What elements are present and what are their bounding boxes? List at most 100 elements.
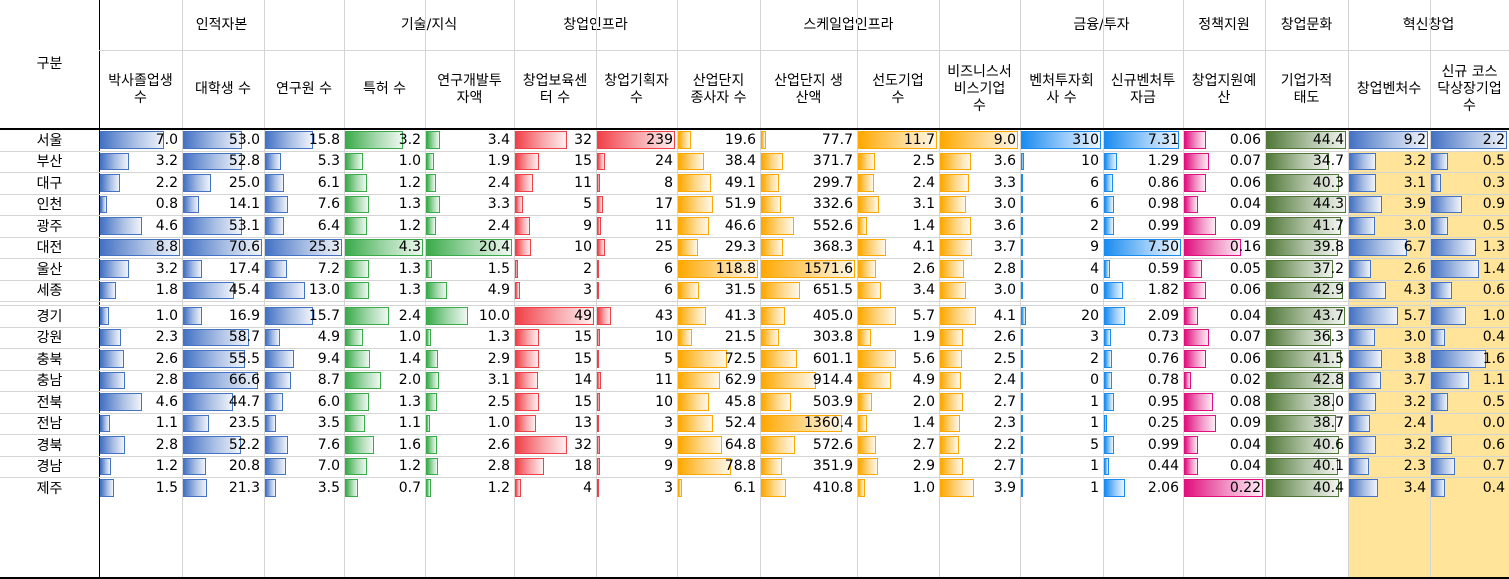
data-cell: 2.9 [425,348,514,370]
data-cell: 1 [1020,477,1103,499]
cell-value: 1.4 [912,415,935,432]
cell-value: 118.8 [715,260,756,277]
cell-value: 44.3 [1312,196,1344,213]
cell-value: 1.0 [912,479,935,496]
cell-value: 4.3 [398,239,421,256]
data-bar [183,260,203,278]
data-cell: 5 [514,194,596,216]
data-bar [426,217,437,235]
data-bar [597,393,601,411]
data-cell: 3.0 [1348,327,1430,349]
data-bar [100,152,130,170]
cell-value: 9 [1090,239,1099,256]
data-cell: 8.8 [99,237,182,259]
data-bar [1266,393,1335,411]
data-bar [858,281,881,299]
cell-value: 3.7 [1403,372,1426,389]
data-bar [100,479,114,497]
data-bar [345,307,389,325]
cell-value: 0.06 [1229,282,1261,299]
data-bar [100,414,110,432]
cell-value: 2.4 [398,307,421,324]
data-cell: 2.5 [939,348,1020,370]
data-bar [1104,152,1118,170]
cell-value: 62.9 [724,372,756,389]
cell-value: 4 [1090,260,1099,277]
data-cell: 53.0 [182,129,264,151]
cell-value: 5 [583,196,592,213]
data-cell: 37.2 [1265,258,1348,280]
data-bar [761,457,783,475]
data-cell: 36.3 [1265,327,1348,349]
data-bar [1349,238,1407,256]
cell-value: 2.2 [1482,131,1505,148]
data-bar [515,131,567,149]
cell-value: 1.6 [1482,350,1505,367]
data-cell: 1.6 [1430,348,1509,370]
cell-value: 9 [664,436,673,453]
data-bar [1266,260,1334,278]
cell-value: 5.7 [1403,307,1426,324]
data-cell: 3.2 [1348,391,1430,413]
data-cell: 15 [514,151,596,173]
data-cell: 3.6 [939,151,1020,173]
cell-value: 40.4 [1312,479,1344,496]
cell-value: 2 [583,260,592,277]
cell-value: 9 [583,217,592,234]
data-cell: 1 [1020,456,1103,478]
data-cell: 31.5 [677,280,760,302]
data-bar [761,414,843,432]
data-bar [678,457,732,475]
data-cell: 0.99 [1103,215,1183,237]
cell-value: 11.7 [903,131,935,148]
cell-value: 2.6 [1403,260,1426,277]
cell-value: 7.2 [317,260,340,277]
data-bar [1431,328,1445,346]
cell-value: 2.2 [155,174,178,191]
column-header: 창업보육센 터 수 [522,72,588,106]
data-cell: 20 [1020,305,1103,327]
data-cell: 2.4 [425,172,514,194]
column-header: 박사졸업생 수 [108,72,173,106]
row-label: 대전 [36,240,63,257]
data-bar [265,457,287,475]
cell-value: 66.6 [228,372,260,389]
cell-value: 3.5 [317,415,340,432]
data-bar [345,131,404,149]
cell-value: 9 [664,458,673,475]
data-bar [858,328,871,346]
data-cell: 39.8 [1265,237,1348,259]
data-bar [345,174,367,192]
corner-label: 구분 [36,56,63,72]
cell-value: 1.2 [487,479,510,496]
data-cell: 1.0 [344,151,425,173]
data-cell: 6 [596,280,677,302]
data-bar [761,281,800,299]
cell-value: 2.9 [487,350,510,367]
cell-value: 1.82 [1147,282,1179,299]
cell-value: 15.8 [308,131,340,148]
data-bar [265,260,287,278]
data-bar [597,131,675,149]
cell-value: 1.6 [398,436,421,453]
cell-value: 1.2 [155,458,178,475]
data-cell: 0 [1020,370,1103,392]
data-bar [1021,479,1023,497]
data-bar [515,414,536,432]
column-header: 대학생 수 [195,81,251,97]
cell-value: 1.3 [398,196,421,213]
data-bar [678,260,758,278]
data-bar [265,328,280,346]
cell-value: 0.04 [1229,458,1261,475]
row-label: 경북 [36,437,63,454]
data-bar [940,152,972,170]
gridline [0,455,1509,457]
data-cell: 2.0 [857,391,939,413]
data-cell: 0.04 [1183,305,1265,327]
cell-value: 0.5 [1482,217,1505,234]
data-bar [183,393,234,411]
data-bar [858,174,875,192]
data-cell: 5 [596,348,677,370]
data-bar [858,152,875,170]
